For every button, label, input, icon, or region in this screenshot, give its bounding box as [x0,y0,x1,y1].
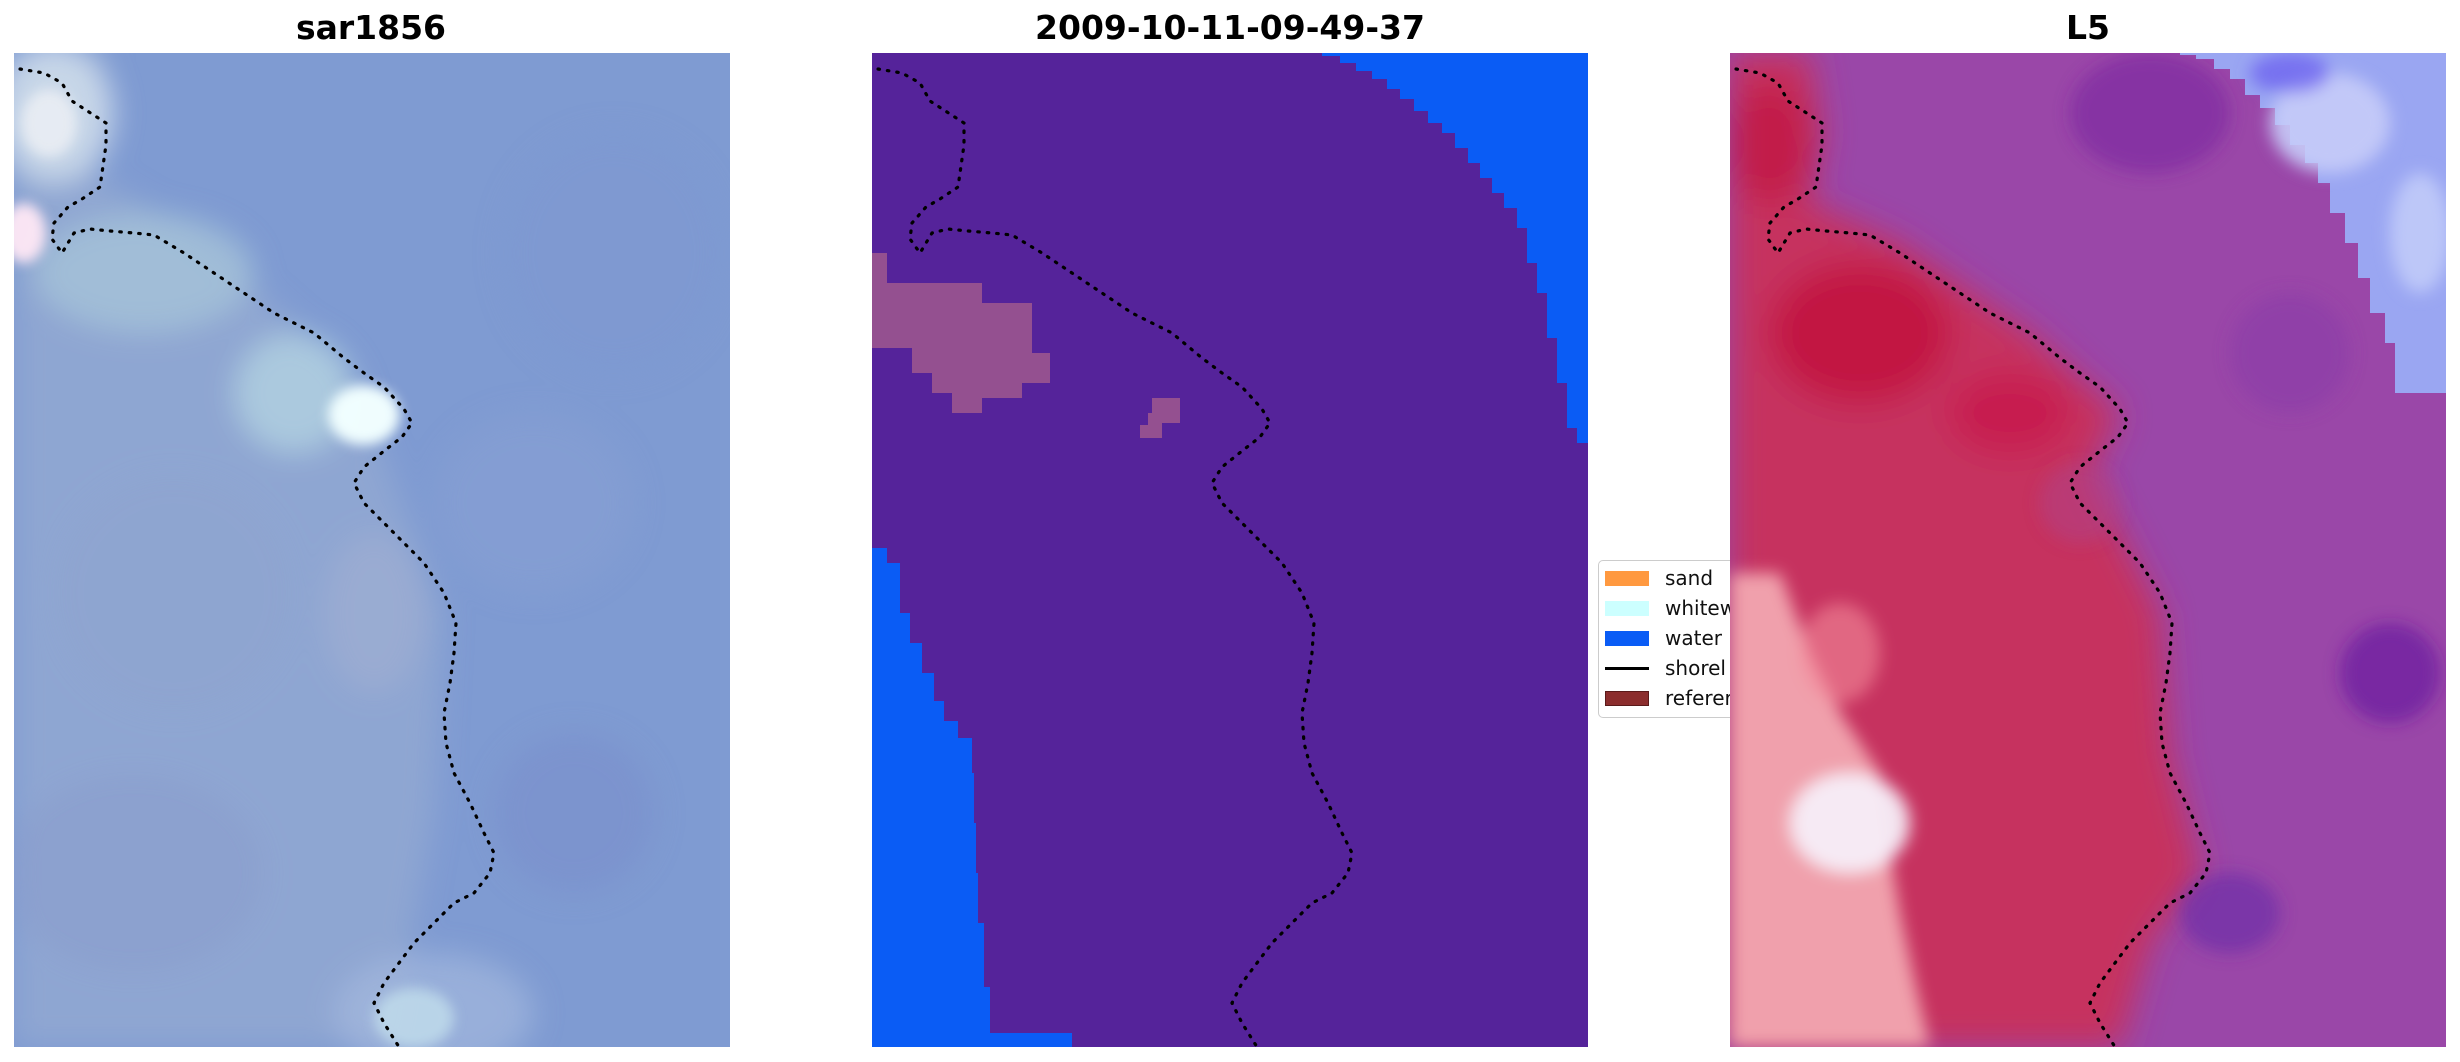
l5-pink-bright-region [1730,573,1930,1047]
whitewater-swatch [1605,601,1649,616]
shoreline [1734,67,2212,1047]
panel-title-l5: L5 [2066,8,2110,47]
panel-title-sar: sar1856 [295,8,447,47]
classified-background [872,53,1588,1047]
reference-swatch [1605,691,1649,706]
sand-swatch [1605,571,1649,586]
legend-entry-sand: sand [1605,564,1757,592]
legend-entry-whitewater: whitew [1605,594,1757,622]
legend-entry-shoreline: shorel [1605,654,1757,682]
shoreline-line-swatch [1605,667,1649,670]
water-swatch [1605,631,1649,646]
panel-title-classified: 2009-10-11-09-49-37 [1035,8,1425,47]
legend-label-whitewater: whitew [1665,596,1737,620]
reference-overlay-patch-small [1140,398,1180,438]
shoreline [18,67,496,1047]
legend-entry-water: water [1605,624,1757,652]
l5-purple-texture [2040,53,2440,953]
legend-label-reference: referer [1665,686,1733,710]
sar-bright-spots [14,89,454,1047]
sar-image-panel [14,53,730,1047]
reference-overlay-patch-large [872,253,1050,413]
l5-light-water-texture [2250,53,2446,293]
legend-label-shoreline: shorel [1665,656,1726,680]
legend-label-water: water [1665,626,1722,650]
classified-image-panel [872,53,1588,1047]
classified-image [872,53,1588,1047]
shoreline [876,67,1354,1047]
water-region-upper-right [1322,53,1588,443]
water-region-lower-left [872,548,1072,1047]
l5-image-panel [1730,53,2446,1047]
sar-image [14,53,730,1047]
legend-label-sand: sand [1665,566,1714,590]
legend-entry-reference: referer [1605,684,1757,712]
l5-image [1730,53,2446,1047]
